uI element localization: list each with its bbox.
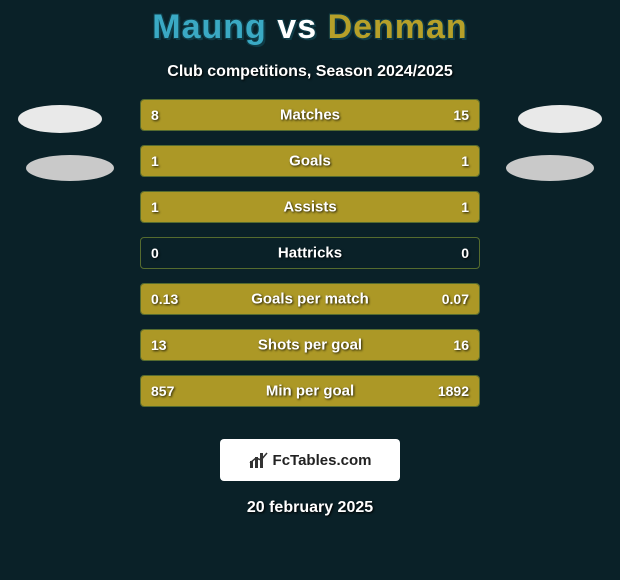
stat-fill-right <box>310 146 479 176</box>
player-left-ellipse-bottom <box>26 155 114 181</box>
stat-value-left: 0 <box>151 245 159 261</box>
logo-chart-icon <box>249 451 269 469</box>
stat-value-right: 0.07 <box>442 291 469 307</box>
stat-value-right: 1892 <box>438 383 469 399</box>
stat-fill-left <box>141 146 310 176</box>
comparison-arena: 8 15 Matches 1 1 Goals 1 1 Assists 0 0 Hattricks 0.1… <box>0 99 620 429</box>
stat-value-right: 0 <box>461 245 469 261</box>
stat-value-left: 0.13 <box>151 291 178 307</box>
stat-bar: 1 1 Goals <box>140 145 480 177</box>
stat-label: Assists <box>283 199 336 216</box>
logo-text: FcTables.com <box>273 452 372 469</box>
player-left-ellipse-top <box>18 105 102 133</box>
player-right-ellipse-bottom <box>506 155 594 181</box>
title-left: Maung <box>152 8 267 46</box>
stat-label: Min per goal <box>266 383 354 400</box>
stat-value-left: 13 <box>151 337 167 353</box>
stat-bar: 857 1892 Min per goal <box>140 375 480 407</box>
stat-value-right: 16 <box>453 337 469 353</box>
stat-bar: 1 1 Assists <box>140 191 480 223</box>
stat-value-left: 857 <box>151 383 174 399</box>
title-vs: vs <box>277 8 317 46</box>
stat-bar: 13 16 Shots per goal <box>140 329 480 361</box>
stat-value-right: 1 <box>461 199 469 215</box>
stat-bar: 8 15 Matches <box>140 99 480 131</box>
logo-box: FcTables.com <box>220 439 400 481</box>
stat-value-right: 15 <box>453 107 469 123</box>
stat-value-left: 8 <box>151 107 159 123</box>
date-line: 20 february 2025 <box>0 481 620 517</box>
stat-value-left: 1 <box>151 153 159 169</box>
stat-label: Hattricks <box>278 245 342 262</box>
page-title: Maung vs Denman <box>0 0 620 51</box>
stat-bars: 8 15 Matches 1 1 Goals 1 1 Assists 0 0 Hattricks 0.1… <box>140 99 480 421</box>
stat-bar: 0.13 0.07 Goals per match <box>140 283 480 315</box>
stat-value-right: 1 <box>461 153 469 169</box>
stat-label: Shots per goal <box>258 337 362 354</box>
subtitle: Club competitions, Season 2024/2025 <box>0 51 620 99</box>
stat-value-left: 1 <box>151 199 159 215</box>
stat-label: Goals <box>289 153 331 170</box>
stat-label: Matches <box>280 107 340 124</box>
stat-label: Goals per match <box>251 291 369 308</box>
stat-bar: 0 0 Hattricks <box>140 237 480 269</box>
title-right: Denman <box>328 8 468 46</box>
player-right-ellipse-top <box>518 105 602 133</box>
